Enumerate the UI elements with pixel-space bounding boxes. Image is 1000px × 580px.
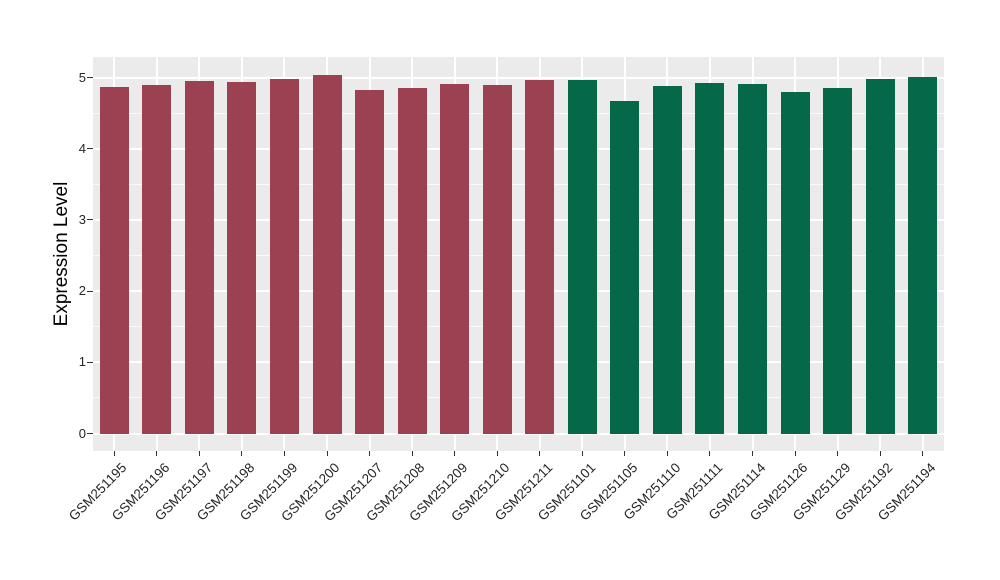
- y-tick-label: 1: [78, 354, 86, 370]
- gridline-major: [93, 76, 944, 79]
- x-tick-mark: [581, 451, 583, 456]
- x-tick-mark: [369, 451, 371, 456]
- bar: [312, 75, 342, 434]
- bar: [823, 88, 853, 434]
- x-tick-mark: [326, 451, 328, 456]
- x-tick-mark: [539, 451, 541, 456]
- x-tick-mark: [411, 451, 413, 456]
- bar: [355, 90, 385, 434]
- x-tick-mark: [794, 451, 796, 456]
- x-tick-mark: [752, 451, 754, 456]
- bar: [525, 80, 555, 434]
- bar: [269, 78, 299, 434]
- gridline-minor: [93, 255, 944, 256]
- gridline-major: [93, 290, 944, 293]
- y-tick-mark: [87, 77, 93, 78]
- x-tick-mark: [709, 451, 711, 456]
- x-tick-mark: [837, 451, 839, 456]
- bar: [482, 85, 512, 434]
- x-tick-mark: [496, 451, 498, 456]
- bar: [397, 88, 427, 434]
- bar: [567, 80, 597, 434]
- x-tick-mark: [241, 451, 243, 456]
- y-tick-mark: [87, 290, 93, 292]
- y-tick-mark: [87, 148, 93, 150]
- y-tick-mark: [87, 219, 93, 221]
- bar: [99, 86, 129, 434]
- bar: [695, 83, 725, 434]
- gridline-minor: [93, 326, 944, 328]
- x-tick-mark: [624, 451, 626, 456]
- y-axis-title: Expression Level: [51, 181, 72, 327]
- y-tick-label: 5: [78, 69, 86, 85]
- plot-panel: [93, 57, 944, 451]
- y-tick-label: 0: [78, 425, 86, 441]
- y-tick-label: 3: [78, 211, 86, 227]
- x-tick-mark: [156, 451, 158, 456]
- bar: [652, 86, 682, 434]
- gridline-major: [93, 432, 944, 435]
- x-tick-mark: [879, 451, 881, 456]
- y-tick-mark: [87, 361, 93, 363]
- bar: [184, 81, 214, 434]
- bar: [440, 83, 470, 434]
- x-tick-mark: [666, 451, 668, 456]
- gridline-major: [93, 218, 944, 221]
- x-tick-mark: [113, 451, 115, 456]
- gridline-minor: [93, 397, 944, 399]
- gridline-major: [93, 361, 944, 364]
- bar: [227, 82, 257, 434]
- y-tick-mark: [87, 433, 93, 434]
- gridline-major: [93, 147, 944, 150]
- x-tick-mark: [198, 451, 200, 456]
- bar: [738, 83, 768, 434]
- y-tick-label: 2: [78, 283, 86, 299]
- bar: [142, 84, 172, 434]
- x-tick-mark: [454, 451, 456, 456]
- bar: [908, 76, 938, 434]
- x-tick-mark: [283, 451, 285, 456]
- bar: [610, 101, 640, 434]
- bar: [865, 78, 895, 434]
- y-tick-label: 4: [78, 140, 86, 156]
- gridline-minor: [93, 183, 944, 185]
- x-tick-mark: [922, 451, 924, 456]
- gridline-minor: [93, 112, 944, 114]
- bar: [780, 91, 810, 434]
